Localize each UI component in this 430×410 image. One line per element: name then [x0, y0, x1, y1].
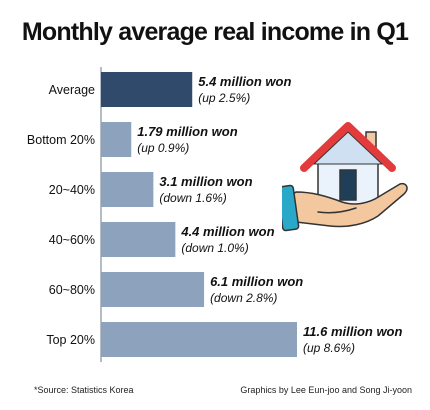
bar — [101, 272, 205, 307]
source-note: *Source: Statistics Korea — [34, 385, 134, 395]
category-label: Top 20% — [46, 333, 95, 347]
category-label: 40~60% — [49, 233, 95, 247]
category-label: Average — [49, 83, 95, 97]
value-label: 4.4 million won — [180, 224, 274, 239]
change-label: (down 2.8%) — [210, 291, 277, 305]
value-label: 11.6 million won — [303, 324, 403, 339]
category-label: 60~80% — [49, 283, 95, 297]
house-on-hand-icon — [276, 118, 412, 238]
category-label: Bottom 20% — [27, 133, 95, 147]
change-label: (down 1.6%) — [159, 191, 226, 205]
bar — [101, 172, 154, 207]
value-label: 1.79 million won — [137, 124, 237, 139]
graphics-credit: Graphics by Lee Eun-joo and Song Ji-yoon — [240, 385, 412, 395]
value-label: 6.1 million won — [210, 274, 303, 289]
bar — [101, 122, 132, 157]
bar — [101, 222, 176, 257]
bar-chart: Average 5.4 million won (up 2.5%) Bottom 20… — [27, 67, 403, 362]
change-label: (up 0.9%) — [137, 141, 189, 155]
bar — [101, 322, 297, 357]
change-label: (down 1.0%) — [181, 241, 248, 255]
value-label: 3.1 million won — [159, 174, 252, 189]
change-label: (up 8.6%) — [303, 341, 355, 355]
chart-title: Monthly average real income in Q1 — [21, 18, 409, 46]
category-label: 20~40% — [49, 183, 95, 197]
bar — [101, 72, 193, 107]
value-label: 5.4 million won — [198, 74, 291, 89]
change-label: (up 2.5%) — [198, 91, 250, 105]
